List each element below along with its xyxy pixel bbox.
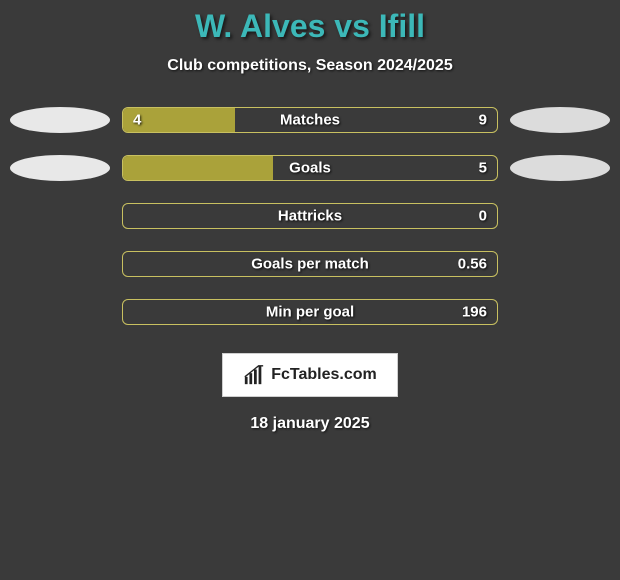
stat-bar: Goals 5 — [122, 155, 498, 181]
snapshot-date: 18 january 2025 — [0, 415, 620, 433]
stat-right-value: 9 — [479, 112, 487, 129]
page-subtitle: Club competitions, Season 2024/2025 — [0, 57, 620, 75]
stat-bar: 4 Matches 9 — [122, 107, 498, 133]
left-team-badge — [10, 107, 110, 133]
source-logo[interactable]: FcTables.com — [222, 353, 398, 397]
bar-fill-left — [123, 156, 273, 180]
comparison-card: W. Alves vs Ifill Club competitions, Sea… — [0, 0, 620, 433]
stat-right-value: 196 — [462, 304, 487, 321]
right-placeholder — [510, 251, 610, 277]
left-placeholder — [10, 251, 110, 277]
stat-left-value: 4 — [133, 112, 141, 129]
stat-bar: Min per goal 196 — [122, 299, 498, 325]
stat-right-value: 0.56 — [458, 256, 487, 273]
left-placeholder — [10, 299, 110, 325]
left-placeholder — [10, 203, 110, 229]
stat-label: Hattricks — [278, 208, 342, 225]
stat-row: 4 Matches 9 — [10, 107, 610, 133]
right-placeholder — [510, 299, 610, 325]
stat-bar: Goals per match 0.56 — [122, 251, 498, 277]
right-team-badge — [510, 155, 610, 181]
stat-label: Min per goal — [266, 304, 354, 321]
stat-right-value: 0 — [479, 208, 487, 225]
stat-label: Goals per match — [251, 256, 369, 273]
page-title: W. Alves vs Ifill — [0, 8, 620, 45]
stat-bar: Hattricks 0 — [122, 203, 498, 229]
stat-right-value: 5 — [479, 160, 487, 177]
stat-row: Goals per match 0.56 — [10, 251, 610, 277]
stat-label: Goals — [289, 160, 331, 177]
stat-row: Min per goal 196 — [10, 299, 610, 325]
right-placeholder — [510, 203, 610, 229]
bar-chart-icon — [243, 364, 265, 386]
stat-row: Hattricks 0 — [10, 203, 610, 229]
right-team-badge — [510, 107, 610, 133]
stat-row: Goals 5 — [10, 155, 610, 181]
stat-label: Matches — [280, 112, 340, 129]
stats-list: 4 Matches 9 Goals 5 Hattricks 0 Goals per match… — [0, 107, 620, 325]
logo-text: FcTables.com — [271, 366, 377, 384]
left-team-badge — [10, 155, 110, 181]
